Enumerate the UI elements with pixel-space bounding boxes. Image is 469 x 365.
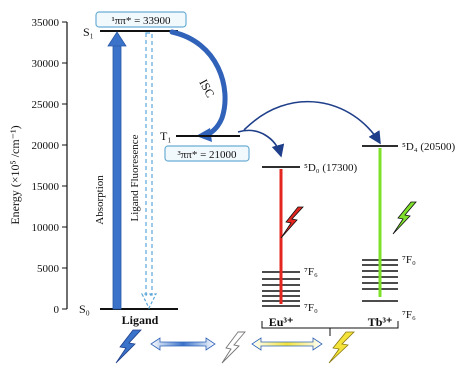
eu-ion-label: Eu³⁺: [269, 315, 294, 329]
y-tick-label: 10000: [32, 222, 60, 234]
transfer-arrow-tb: [243, 100, 381, 145]
transfer-arrow-eu: [237, 129, 285, 158]
double-arrow-icon: [251, 337, 323, 351]
eu-7f6-label: ⁷F₆: [304, 266, 318, 278]
t1-level-group: T₁ ³ππ* = 21000: [160, 129, 250, 162]
y-tick-label: 30000: [32, 58, 60, 70]
color-conversion-row: [115, 329, 355, 364]
absorption-arrow: [112, 43, 122, 310]
tb-levels: ⁵D₄ (20500) ⁷F₀ ⁷F₆ Tb³⁺: [362, 141, 456, 329]
fluorescence-label: Ligand Fluoresence: [129, 134, 141, 221]
y-tick-label: 25000: [32, 99, 60, 111]
eu-levels: ⁵D₀ (17300) ⁷F₆ ⁷F₀ Eu³⁺: [262, 162, 358, 329]
s1-energy-text: ¹ππ* = 33900: [111, 15, 171, 27]
t1-energy-text: ³ππ* = 21000: [177, 149, 237, 161]
y-tick-label: 20000: [32, 140, 60, 152]
lightning-icon: [280, 206, 304, 239]
s0-label: S₀: [79, 302, 90, 316]
lightning-icon: [115, 329, 142, 364]
lightning-icon: [221, 331, 246, 364]
y-axis-label: Energy (×10⁵ /cm⁻¹): [8, 125, 22, 224]
tb-5d4-label: ⁵D₄ (20500): [402, 141, 456, 153]
isc-transfer: ISC: [169, 29, 228, 142]
y-tick-label: 35000: [32, 17, 60, 29]
tb-7f6-label: ⁷F₆: [402, 309, 416, 321]
isc-label: ISC: [196, 77, 217, 100]
tb-ion-label: Tb³⁺: [368, 315, 393, 329]
y-tick-label: 15000: [32, 181, 60, 193]
y-tick-label: 5000: [37, 263, 60, 275]
y-tick-label: 0: [54, 304, 60, 316]
s1-label: S₁: [83, 25, 94, 39]
eu-7f0-label: ⁷F₀: [304, 302, 318, 314]
fluorescence-arrow: [145, 32, 153, 296]
ligand-label: Ligand: [122, 313, 159, 327]
absorption-label: Absorption: [94, 175, 106, 225]
ligand-levels: S₁ S₀ Ligand ¹ππ* = 33900 Absorption Lig…: [79, 11, 187, 327]
t1-energy-box: [164, 145, 250, 162]
y-axis: 0 5000 10000 15000 20000 25000 30000 350…: [8, 17, 68, 316]
s1-energy-box: [95, 11, 187, 28]
t1-label: T₁: [160, 129, 172, 143]
eu-5d0-label: ⁵D₀ (17300): [304, 162, 358, 174]
lightning-icon: [328, 331, 355, 364]
tb-7f0-label: ⁷F₀: [402, 254, 416, 266]
double-arrow-icon: [150, 337, 216, 351]
isc-arrow: [169, 29, 228, 139]
lightning-icon: [392, 201, 417, 235]
